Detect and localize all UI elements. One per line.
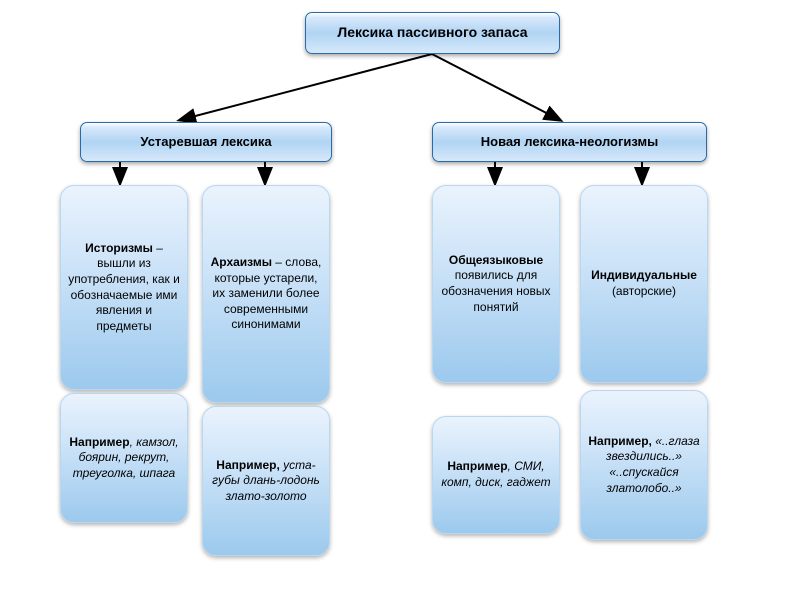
individual-neologisms-rest: (авторские) <box>612 284 676 298</box>
common-neologisms-ex-lead: Например <box>447 459 507 473</box>
archaisms-def: Архаизмы – слова, которые устарели, их з… <box>202 185 330 403</box>
right-header-text: Новая лексика-неологизмы <box>481 134 659 150</box>
left-header-text: Устаревшая лексика <box>140 134 271 150</box>
common-neologisms-def: Общеязыковые появились для обозначения н… <box>432 185 560 383</box>
historicisms-lead: Историзмы <box>85 241 153 255</box>
historicisms-example: Например, камзол, боярин, рекрут, треуго… <box>60 393 188 523</box>
individual-neologisms-lead: Индивидуальные <box>591 268 697 282</box>
archaisms-lead: Архаизмы <box>211 255 272 269</box>
left-header-box: Устаревшая лексика <box>80 122 332 162</box>
individual-neologisms-ex-lead: Например, <box>588 434 652 448</box>
common-neologisms-lead: Общеязыковые <box>449 253 543 267</box>
title-box: Лексика пассивного запаса <box>305 12 560 54</box>
common-neologisms-rest: появились для обозначения новых понятий <box>441 268 550 313</box>
common-neologisms-example: Например, СМИ, комп, диск, гаджет <box>432 416 560 534</box>
historicisms-def: Историзмы – вышли из употребления, как и… <box>60 185 188 390</box>
right-header-box: Новая лексика-неологизмы <box>432 122 707 162</box>
individual-neologisms-example: Например, «..глаза звездились..» «..спус… <box>580 390 708 540</box>
archaisms-ex-lead: Например, <box>216 458 280 472</box>
individual-neologisms-def: Индивидуальные (авторские) <box>580 185 708 383</box>
historicisms-ex-lead: Например <box>69 435 129 449</box>
archaisms-example: Например, уста-губы длань-лодонь злато-з… <box>202 406 330 556</box>
title-text: Лексика пассивного запаса <box>337 24 527 42</box>
